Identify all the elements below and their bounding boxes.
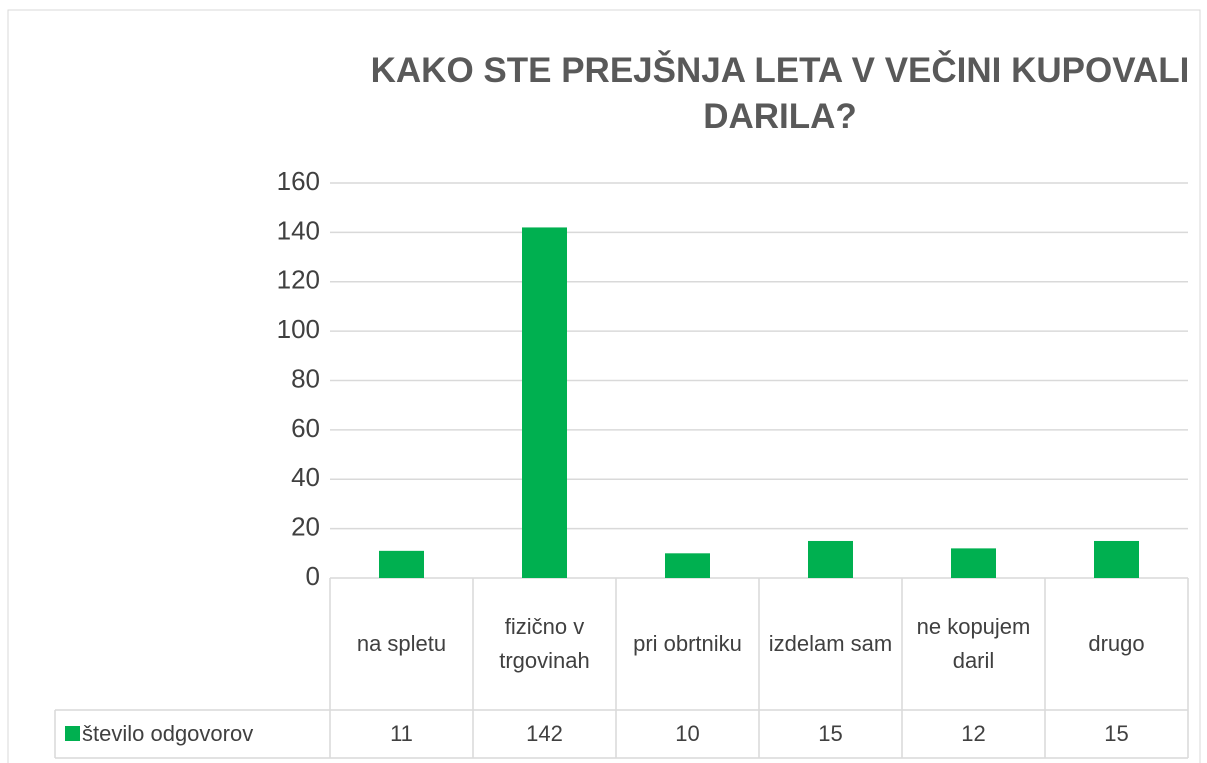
x-tick-label: fizično v trgovinah: [499, 614, 590, 673]
y-tick-label: 120: [277, 265, 320, 295]
y-tick-label: 100: [277, 314, 320, 344]
chart-title: KAKO STE PREJŠNJA LETA V VEČINI KUPOVALI…: [370, 51, 1190, 136]
bar: [808, 540, 853, 578]
table-value: 142: [526, 721, 563, 746]
legend-key: [65, 726, 80, 741]
y-tick-label: 20: [291, 512, 320, 542]
chart-border: [7, 9, 1201, 763]
y-tick-label: 60: [291, 413, 320, 443]
x-tick-label: pri obrtniku: [633, 631, 742, 656]
x-tick-label: drugo: [1088, 631, 1145, 656]
y-tick-label: 0: [306, 561, 320, 591]
bar: [665, 553, 710, 578]
x-tick-label: izdelam sam: [768, 631, 893, 656]
y-tick-label: 160: [277, 166, 320, 196]
table-value: 10: [675, 721, 700, 746]
table-value: 11: [390, 721, 413, 746]
y-tick-label: 40: [291, 462, 320, 492]
table-value: 12: [961, 721, 986, 746]
x-tick-label: na spletu: [356, 631, 447, 656]
bar: [1094, 540, 1139, 578]
x-tick-label: ne kopujem daril: [916, 614, 1031, 673]
table-value: 15: [1104, 721, 1129, 746]
table-value: 15: [818, 721, 843, 746]
bar: [951, 548, 996, 578]
y-tick-label: 140: [277, 215, 320, 245]
bar: [379, 550, 424, 578]
bar: [522, 227, 567, 578]
y-tick-label: 80: [291, 363, 320, 393]
legend-label: število odgovorov: [82, 721, 254, 746]
